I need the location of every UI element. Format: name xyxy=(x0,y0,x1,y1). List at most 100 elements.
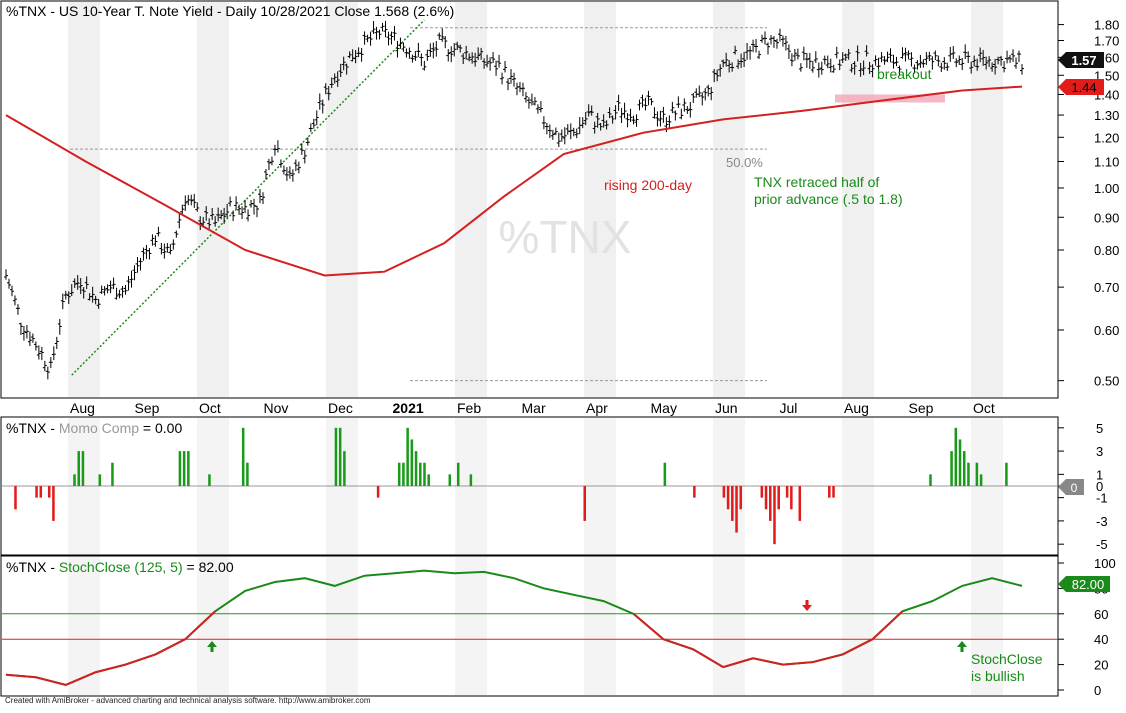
price-y-label: 1.10 xyxy=(1094,154,1119,169)
momo-title-value: = 0.00 xyxy=(139,420,182,436)
price-y-label: 1.70 xyxy=(1094,33,1119,48)
retracement-note-line1: TNX retraced half of xyxy=(754,174,879,190)
stoch-line-bearish xyxy=(65,671,97,686)
momo-bar xyxy=(962,451,966,486)
momo-bar xyxy=(246,462,249,486)
momo-bar xyxy=(790,486,793,510)
momo-bar xyxy=(731,486,734,521)
retracement-note-line2: prior advance (.5 to 1.8) xyxy=(754,191,903,207)
x-tick-label: May xyxy=(651,400,677,416)
price-y-label: 0.70 xyxy=(1094,280,1119,295)
momo-bar xyxy=(929,474,932,486)
sma200-tag: 1.44 xyxy=(1058,79,1104,95)
stoch-title-value: = 82.00 xyxy=(183,559,234,575)
price-band-2 xyxy=(197,2,229,397)
momo-bar xyxy=(241,427,245,486)
momo-y-label: 3 xyxy=(1096,444,1103,459)
stoch-line-bearish xyxy=(782,661,813,666)
stoch-band-12 xyxy=(842,557,874,695)
momo-y-label: 0 xyxy=(1096,479,1103,494)
sma200-value: 1.44 xyxy=(1071,80,1096,95)
momo-bar xyxy=(343,451,346,486)
momo-bar xyxy=(769,486,772,521)
momo-bar xyxy=(979,474,983,486)
stoch-band-4 xyxy=(326,557,358,695)
momo-layer xyxy=(2,427,1058,545)
momo-bar xyxy=(14,486,17,510)
x-tick-label: Nov xyxy=(264,400,289,416)
momo-bar xyxy=(414,451,418,486)
momo-bar xyxy=(182,451,186,486)
momo-bar xyxy=(338,427,342,486)
momo-bar xyxy=(187,451,190,486)
momo-bar xyxy=(975,462,979,486)
stoch-y-label: 60 xyxy=(1094,607,1108,622)
momo-bar xyxy=(410,439,414,486)
momo-y-label: -1 xyxy=(1096,491,1108,506)
momo-bar xyxy=(419,462,422,486)
momo-bar xyxy=(47,486,51,498)
momo-last-value: 0 xyxy=(1071,481,1078,495)
price-band-14 xyxy=(971,2,1003,397)
momo-title-name: Momo Comp xyxy=(59,420,139,436)
momo-bar xyxy=(958,439,962,486)
x-tick-label: Aug xyxy=(70,400,95,416)
price-y-label: 0.80 xyxy=(1094,243,1119,258)
footer-credit: Created with AmiBroker - advanced charti… xyxy=(5,696,371,705)
momo-bar xyxy=(760,486,764,498)
momo-bar xyxy=(178,451,182,486)
month-bands xyxy=(68,2,1003,695)
x-tick-label: Sep xyxy=(909,400,934,416)
price-y-label: 0.60 xyxy=(1094,323,1119,338)
momo-bar xyxy=(663,462,667,486)
momo-bar xyxy=(73,474,76,486)
x-tick-label: Dec xyxy=(328,400,353,416)
price-band-4 xyxy=(326,2,358,397)
stoch-title-prefix: %TNX - xyxy=(6,559,59,575)
stoch-line-bearish xyxy=(752,657,784,666)
stoch-title: %TNX - StochClose (125, 5) = 82.00 xyxy=(6,559,234,575)
stoch-line-bearish xyxy=(125,653,156,666)
stoch-line-bearish xyxy=(5,673,36,679)
x-tick-label: Jun xyxy=(715,400,738,416)
momo-bar xyxy=(777,486,780,510)
stoch-band-10 xyxy=(713,557,745,695)
stoch-line-bearish xyxy=(663,638,694,651)
momo-bar xyxy=(722,486,726,498)
momo-bar xyxy=(954,427,958,486)
last-close-tag: 1.57 xyxy=(1058,52,1104,68)
last-close-value: 1.57 xyxy=(1071,53,1096,68)
stoch-line-bearish xyxy=(722,657,754,669)
momo-bar xyxy=(397,462,401,486)
stoch-y-label: 0 xyxy=(1094,683,1101,698)
momo-bar xyxy=(828,486,831,498)
price-panel-frame xyxy=(0,0,1059,399)
x-tick-label: Oct xyxy=(973,400,995,416)
momo-bar xyxy=(427,474,430,486)
stoch-last-tag: 82.00 xyxy=(1058,576,1110,592)
momo-y-label: 1 xyxy=(1096,467,1103,482)
momo-bar xyxy=(739,486,743,510)
momo-bar xyxy=(469,474,473,486)
stoch-line-bearish xyxy=(154,638,186,656)
stoch-band-8 xyxy=(584,557,616,695)
momo-title: %TNX - Momo Comp = 0.00 xyxy=(6,420,182,436)
price-band-0 xyxy=(68,2,100,397)
momo-bar xyxy=(967,462,970,486)
price-y-label: 1.20 xyxy=(1094,130,1119,145)
stoch-line-bearish xyxy=(812,653,843,664)
breakout-label: breakout xyxy=(877,66,932,82)
stoch-line-bearish xyxy=(184,610,216,640)
stoch-title-name: StochClose (125, 5) xyxy=(59,559,183,575)
price-y-label: 0.90 xyxy=(1094,210,1119,225)
stoch-y-label: 100 xyxy=(1094,556,1116,571)
axis-layer: Aug Sep Oct Nov Dec 2021 Feb Mar Apr May Jun Jul Aug… xyxy=(70,18,1119,698)
stoch-line-bearish xyxy=(842,638,874,656)
price-y-label: 1.30 xyxy=(1094,108,1119,123)
stoch-y-label: 20 xyxy=(1094,658,1108,673)
momo-bar xyxy=(583,486,586,521)
momo-bar xyxy=(81,451,85,486)
x-tick-label: Mar xyxy=(522,400,546,416)
price-layer xyxy=(4,19,1024,382)
